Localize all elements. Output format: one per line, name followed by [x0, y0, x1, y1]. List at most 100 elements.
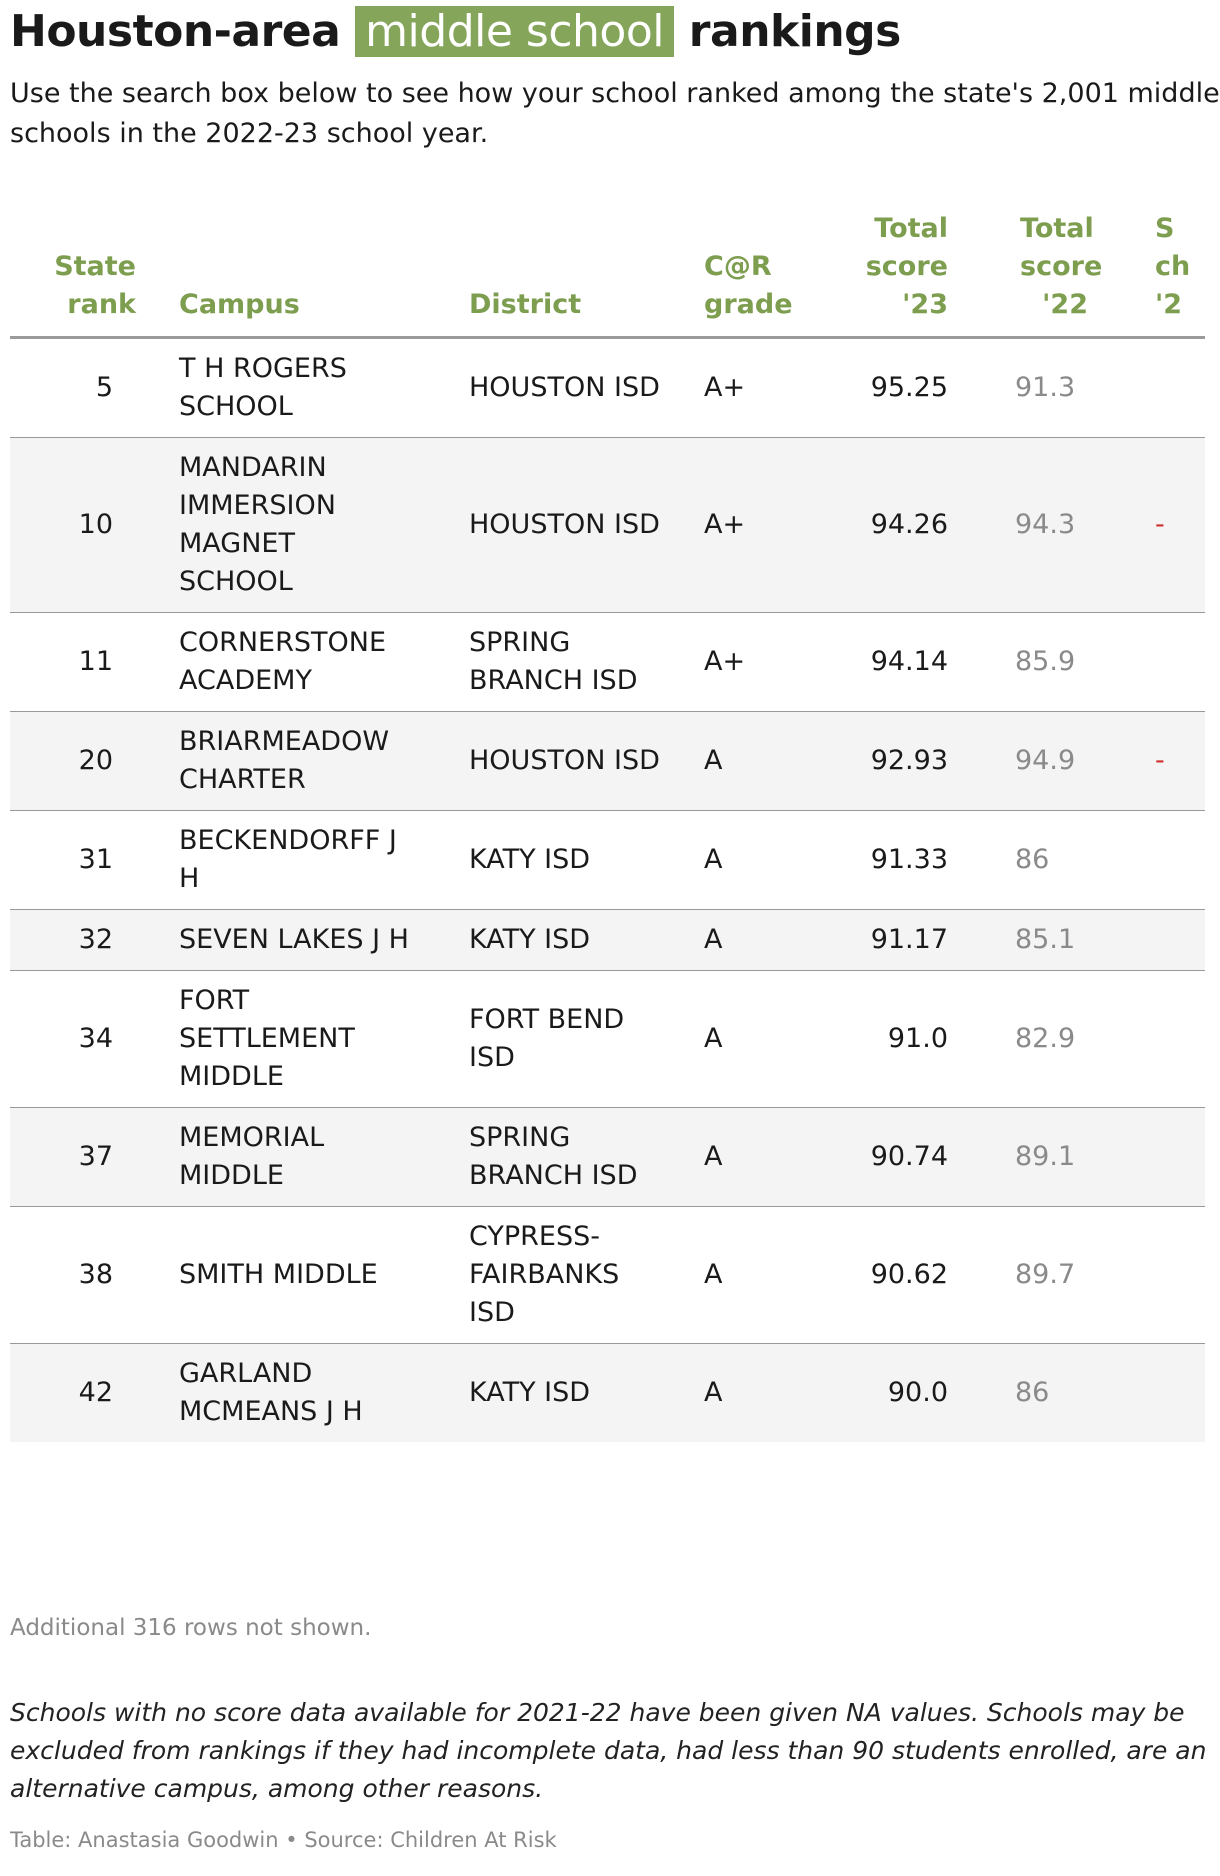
- table-cell: HOUSTON ISD: [455, 337, 690, 438]
- title-text: rankings: [688, 6, 902, 57]
- column-header: Campus: [150, 210, 455, 339]
- table-cell: [1100, 1107, 1205, 1207]
- table-row: 11 CORNERSTONE ACADEMY SPRING BRANCH ISD A+…: [10, 612, 1205, 712]
- table-cell: 92.93: [790, 711, 960, 811]
- table-cell: 91.17: [790, 909, 960, 971]
- subtitle: Use the search box below to see how your…: [10, 78, 1220, 149]
- table-row: 10 MANDARIN IMMERSION MAGNET SCHOOL HOUSTO…: [10, 437, 1205, 613]
- table-cell: KATY ISD: [455, 810, 690, 910]
- table-cell: [1100, 1343, 1205, 1442]
- table-cell: SMITH MIDDLE: [150, 1206, 455, 1344]
- title-text: Houston-area: [10, 6, 341, 57]
- table-cell: 10: [10, 437, 150, 613]
- table-cell: [1100, 612, 1205, 712]
- table-row: 31 BECKENDORFF J H KATY ISD A 91.33 86: [10, 810, 1205, 910]
- table-cell: HOUSTON ISD: [455, 437, 690, 613]
- table-cell: A+: [690, 437, 790, 613]
- table-cell: MEMORIAL MIDDLE: [150, 1107, 455, 1207]
- table-cell: 89.1: [960, 1107, 1100, 1207]
- table-cell: -: [1100, 711, 1205, 811]
- table-cell: A+: [690, 612, 790, 712]
- table-cell: KATY ISD: [455, 909, 690, 971]
- table-cell: 90.62: [790, 1206, 960, 1344]
- table-cell: 90.0: [790, 1343, 960, 1442]
- table-cell: 5: [10, 337, 150, 438]
- table-head: State rank Campus District C@R grade Total s…: [10, 210, 1205, 339]
- table-cell: 85.1: [960, 909, 1100, 971]
- table-cell: SEVEN LAKES J H: [150, 909, 455, 971]
- table-row: 20 BRIARMEADOW CHARTER HOUSTON ISD A 92.93 94…: [10, 711, 1205, 811]
- column-header: Total score '22: [960, 210, 1102, 339]
- table-row: 42 GARLAND MCMEANS J H KATY ISD A 90.0 86: [10, 1343, 1205, 1442]
- table-cell: 89.7: [960, 1206, 1100, 1344]
- table-cell: FORT BEND ISD: [455, 970, 690, 1108]
- table-cell: [1100, 909, 1205, 971]
- table-cell: 94.14: [790, 612, 960, 712]
- table-cell: KATY ISD: [455, 1343, 690, 1442]
- table-cell: 91.33: [790, 810, 960, 910]
- table-cell: [1100, 970, 1205, 1108]
- column-header: District: [455, 210, 690, 339]
- table-cell: A+: [690, 337, 790, 438]
- table-cell: HOUSTON ISD: [455, 711, 690, 811]
- table-cell: 95.25: [790, 337, 960, 438]
- table-cell: 20: [10, 711, 150, 811]
- table-cell: A: [690, 1343, 790, 1442]
- table-cell: A: [690, 810, 790, 910]
- table-cell: 31: [10, 810, 150, 910]
- table-cell: A: [690, 909, 790, 971]
- table-cell: 86: [960, 810, 1100, 910]
- table-cell: A: [690, 711, 790, 811]
- table-cell: 94.26: [790, 437, 960, 613]
- table-cell: SPRING BRANCH ISD: [455, 1107, 690, 1207]
- table-cell: 91.0: [790, 970, 960, 1108]
- table-cell: CORNERSTONE ACADEMY: [150, 612, 455, 712]
- table-cell: [1100, 1206, 1205, 1344]
- table-cell: -: [1100, 437, 1205, 613]
- table-cell: 34: [10, 970, 150, 1108]
- table-cell: GARLAND MCMEANS J H: [150, 1343, 455, 1442]
- table-cell: BRIARMEADOW CHARTER: [150, 711, 455, 811]
- rows-note: Additional 316 rows not shown.: [10, 1615, 372, 1641]
- rankings-table: State rank Campus District C@R grade Total s…: [10, 210, 1205, 1442]
- title-highlight: middle school: [355, 6, 674, 57]
- column-header: S ch '2: [1100, 210, 1205, 339]
- title: Houston-area middle school rankings: [10, 6, 901, 57]
- column-header: Total score '23: [790, 210, 960, 339]
- table-cell: MANDARIN IMMERSION MAGNET SCHOOL: [150, 437, 455, 613]
- table-row: 38 SMITH MIDDLE CYPRESS-FAIRBANKS ISD A 90.6…: [10, 1206, 1205, 1344]
- table-cell: 38: [10, 1206, 150, 1344]
- table-cell: 42: [10, 1343, 150, 1442]
- footnote: Schools with no score data available for…: [10, 1698, 1207, 1803]
- table-cell: 86: [960, 1343, 1100, 1442]
- table-cell: CYPRESS-FAIRBANKS ISD: [455, 1206, 690, 1344]
- table-cell: 82.9: [960, 970, 1100, 1108]
- table-cell: A: [690, 1206, 790, 1344]
- header-row: State rank Campus District C@R grade Total s…: [10, 210, 1205, 339]
- table-row: 37 MEMORIAL MIDDLE SPRING BRANCH ISD A 90.74…: [10, 1107, 1205, 1207]
- table-cell: 91.3: [960, 337, 1100, 438]
- table-cell: [1100, 337, 1205, 438]
- table-cell: A: [690, 1107, 790, 1207]
- table-cell: 94.9: [960, 711, 1100, 811]
- table-cell: 37: [10, 1107, 150, 1207]
- table-cell: BECKENDORFF J H: [150, 810, 455, 910]
- table-cell: 11: [10, 612, 150, 712]
- column-header: C@R grade: [690, 210, 793, 339]
- table-cell: 90.74: [790, 1107, 960, 1207]
- column-header: State rank: [10, 210, 150, 339]
- table-cell: T H ROGERS SCHOOL: [150, 337, 455, 438]
- table-container: State rank Campus District C@R grade Total s…: [10, 210, 1205, 1442]
- table-cell: A: [690, 970, 790, 1108]
- table-cell: 32: [10, 909, 150, 971]
- table-cell: 85.9: [960, 612, 1100, 712]
- source: Table: Anastasia Goodwin • Source: Child…: [10, 1828, 557, 1852]
- table-cell: 94.3: [960, 437, 1100, 613]
- table-cell: FORT SETTLEMENT MIDDLE: [150, 970, 455, 1108]
- table-cell: SPRING BRANCH ISD: [455, 612, 690, 712]
- table-cell: [1100, 810, 1205, 910]
- table-row: 32 SEVEN LAKES J H KATY ISD A 91.17 85.1: [10, 909, 1205, 971]
